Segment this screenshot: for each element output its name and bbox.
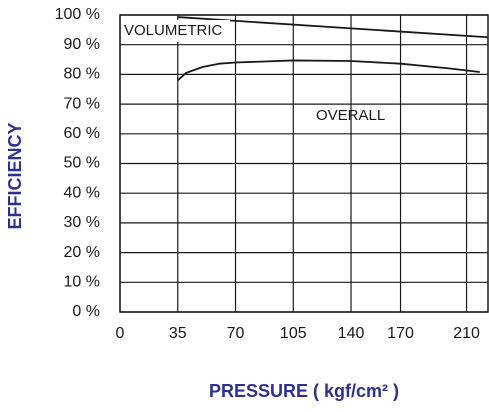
y-tick-label: 100 %	[55, 6, 100, 23]
y-tick-label: 90 %	[64, 36, 100, 53]
y-tick-label: 80 %	[64, 66, 100, 83]
y-tick-label: 30 %	[64, 214, 100, 231]
x-axis-title: PRESSURE ( kgf/cm² )	[209, 381, 399, 401]
y-tick-label: 10 %	[64, 274, 100, 291]
y-tick-label: 60 %	[64, 125, 100, 142]
x-tick-label: 70	[227, 325, 245, 342]
y-tick-label: 40 %	[64, 184, 100, 201]
x-tick-label: 170	[387, 325, 414, 342]
y-tick-label: 0 %	[72, 303, 100, 320]
y-tick-label: 50 %	[64, 155, 100, 172]
annotation: OVERALL	[316, 107, 385, 124]
y-tick-label: 70 %	[64, 95, 100, 112]
x-tick-label: 0	[116, 325, 125, 342]
x-tick-label: 35	[169, 325, 187, 342]
x-tick-label: 140	[338, 325, 365, 342]
x-tick-label: 210	[453, 325, 480, 342]
label-bg	[122, 20, 230, 42]
y-tick-label: 20 %	[64, 244, 100, 261]
data-line	[177, 59, 480, 82]
x-tick-label: 105	[280, 325, 307, 342]
annotation: VOLUMETRIC	[124, 22, 223, 39]
y-axis-title: EFFICIENCY	[5, 122, 25, 229]
